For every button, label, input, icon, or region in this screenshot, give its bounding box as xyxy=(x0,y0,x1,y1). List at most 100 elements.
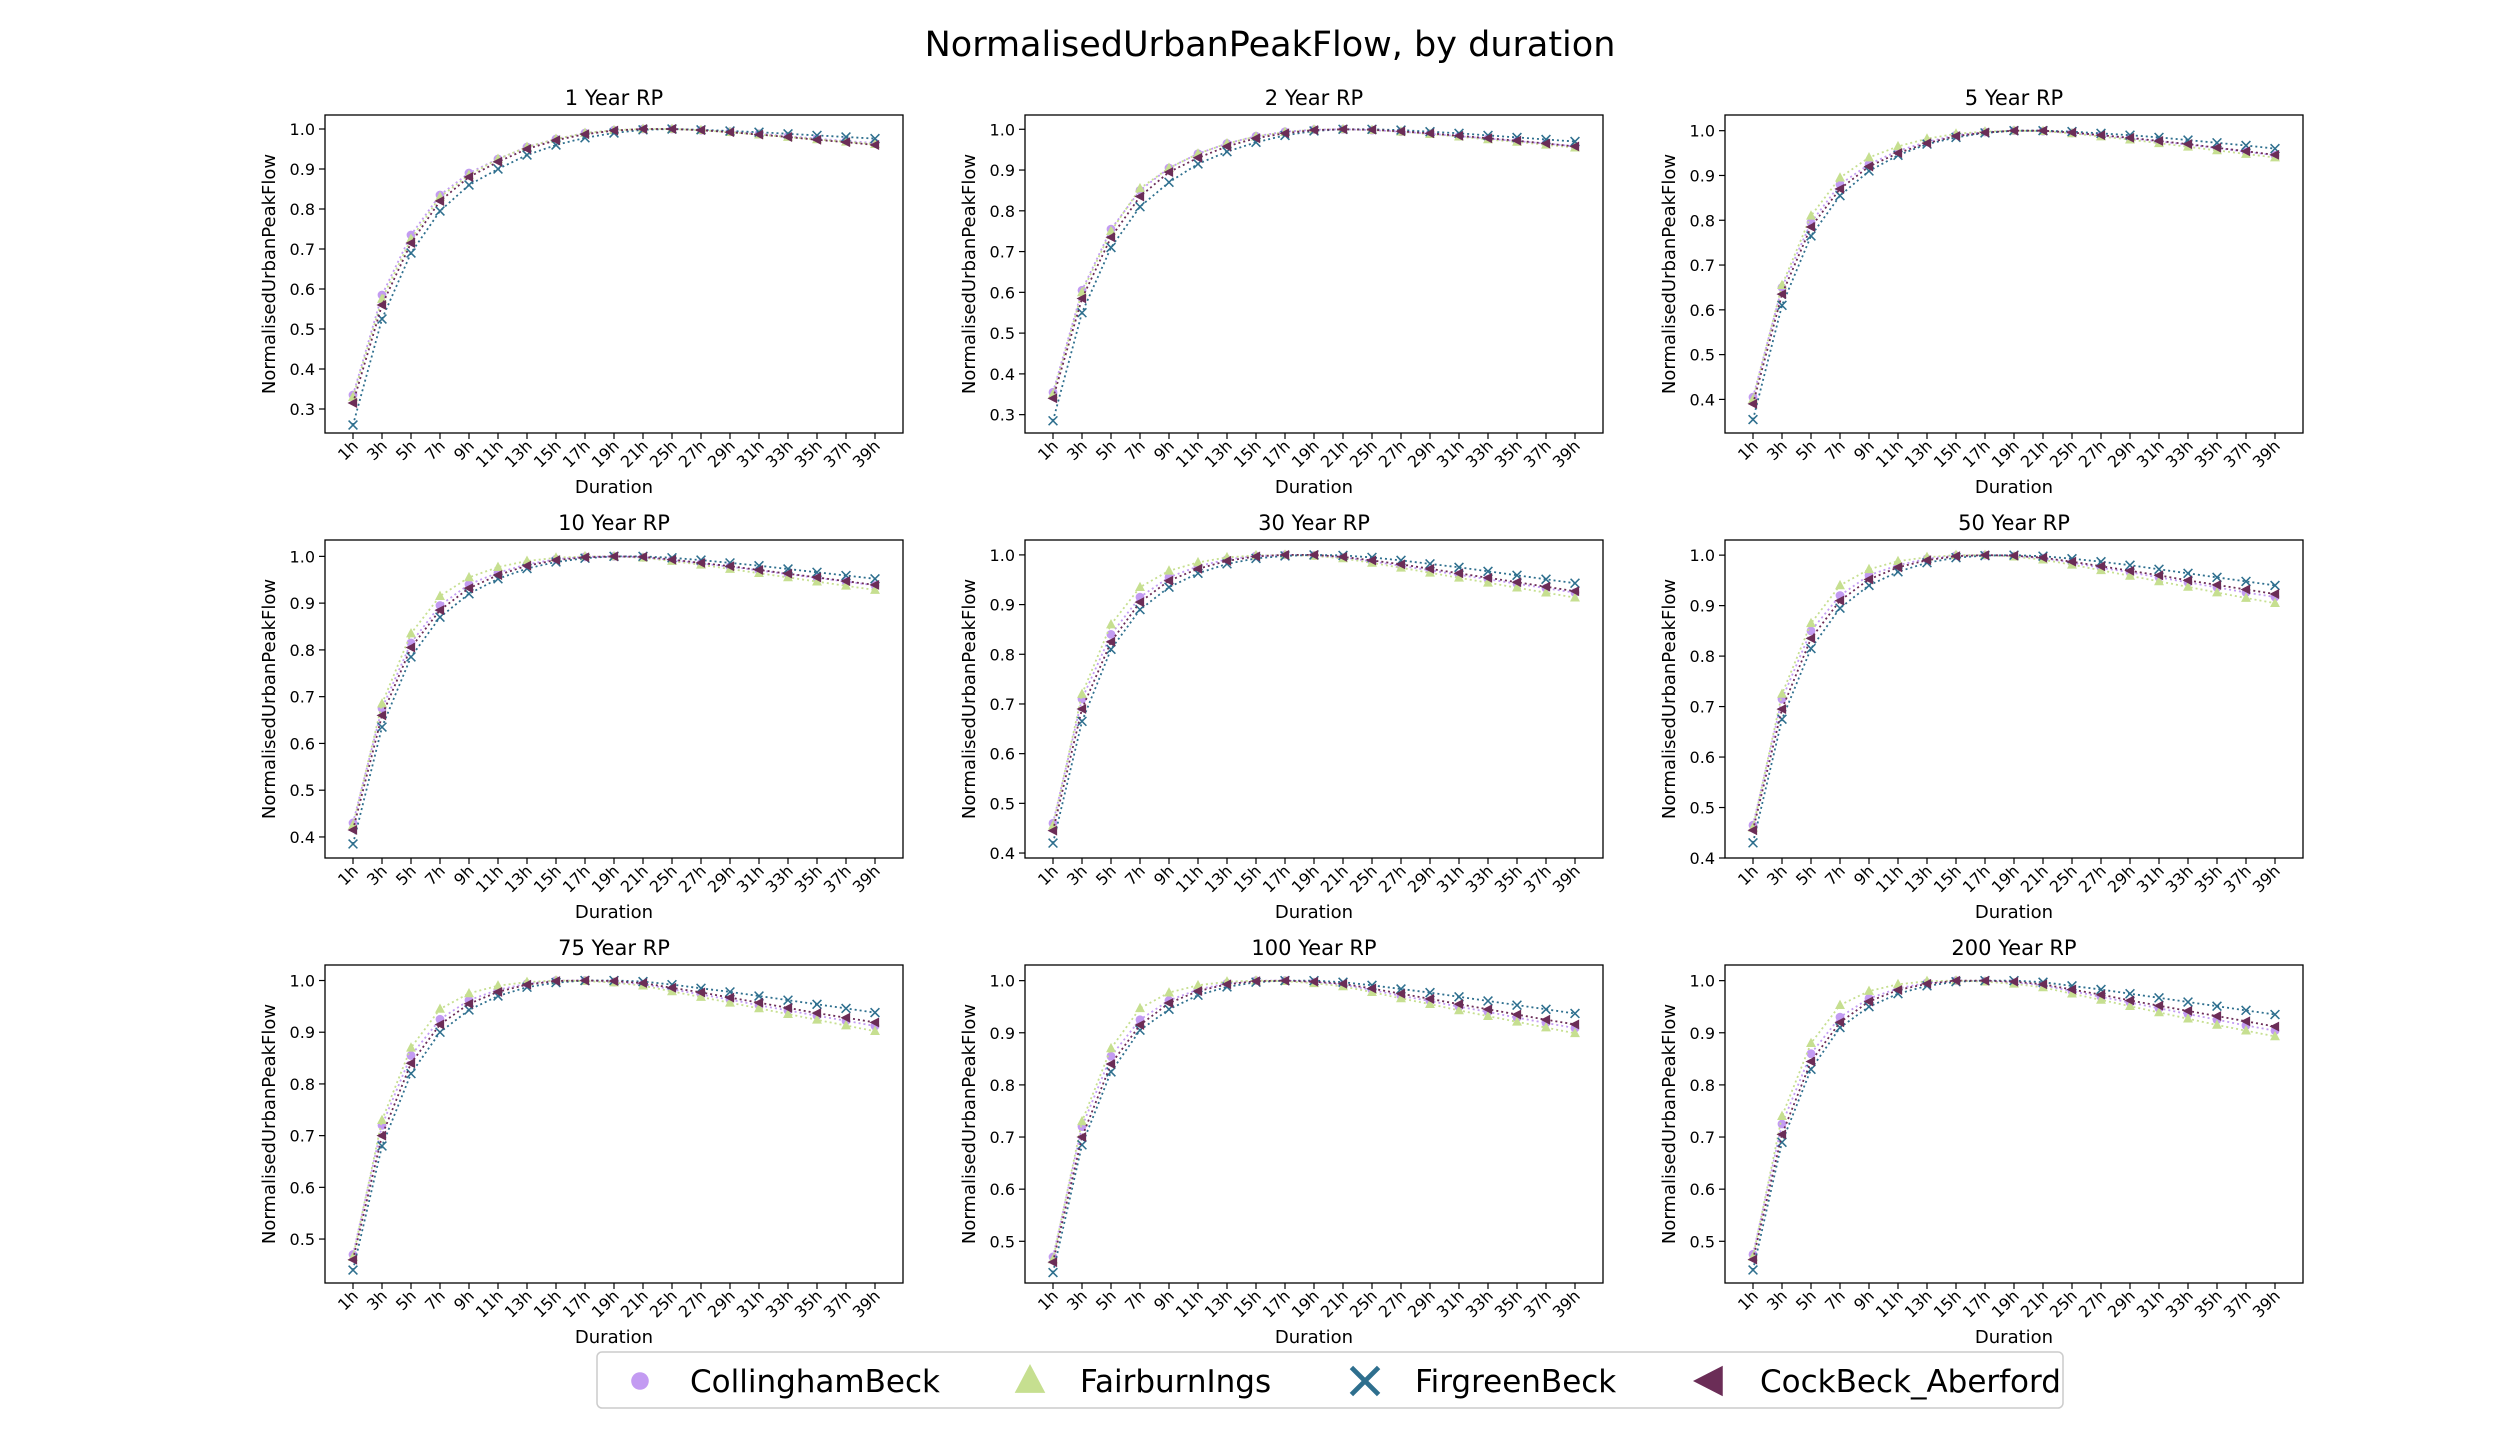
data-point xyxy=(1806,230,1816,241)
data-point xyxy=(1921,978,1932,989)
data-point xyxy=(1193,556,1203,567)
x-tick-label: 19h xyxy=(1988,861,2023,896)
series-line xyxy=(1052,554,1576,831)
data-point xyxy=(521,560,532,571)
x-tick-label: 35h xyxy=(791,436,826,471)
x-tick-label: 31h xyxy=(733,436,768,471)
x-tick-label: 17h xyxy=(1259,861,1294,896)
x-tick-label: 25h xyxy=(2046,1286,2081,1321)
data-point xyxy=(1806,643,1816,654)
series-line xyxy=(352,555,876,845)
data-point xyxy=(2095,561,2106,572)
x-tick-label: 5h xyxy=(1092,861,1120,889)
data-point xyxy=(2037,979,2048,990)
data-point xyxy=(1454,1004,1464,1015)
data-point xyxy=(1308,976,1319,987)
y-tick-label: 0.7 xyxy=(1690,1128,1715,1147)
data-point xyxy=(377,698,387,708)
y-tick-label: 0.7 xyxy=(990,243,1015,262)
data-point xyxy=(2124,995,2135,1006)
data-point xyxy=(2182,1005,2193,1016)
data-point xyxy=(782,568,793,579)
data-point xyxy=(1106,1042,1116,1053)
data-point xyxy=(1134,597,1145,608)
data-point xyxy=(1893,555,1903,566)
data-point xyxy=(2037,125,2048,136)
data-point xyxy=(753,129,764,140)
series-line xyxy=(352,555,876,824)
x-tick-label: 3h xyxy=(1063,436,1091,464)
x-tick-label: 17h xyxy=(1959,861,1994,896)
data-point xyxy=(1921,555,1932,566)
data-point xyxy=(521,144,532,154)
data-point xyxy=(1135,604,1145,615)
data-point xyxy=(1425,998,1435,1008)
data-point xyxy=(2211,142,2222,153)
data-point xyxy=(1221,141,1232,152)
series-line xyxy=(1752,979,2276,1271)
data-point xyxy=(1570,592,1580,602)
y-tick-label: 1.0 xyxy=(1690,972,1715,991)
data-point xyxy=(1864,152,1874,162)
data-point xyxy=(2153,1000,2164,1011)
x-tick-label: 1h xyxy=(334,1286,362,1314)
y-axis-label: NormalisedUrbanPeakFlow xyxy=(959,1004,980,1244)
data-point xyxy=(463,583,474,594)
data-point xyxy=(841,1003,851,1014)
data-point xyxy=(348,391,358,401)
subplot-title: 30 Year RP xyxy=(1258,511,1370,535)
data-point xyxy=(493,980,503,990)
x-tick-label: 39h xyxy=(2249,861,2284,896)
data-point xyxy=(2241,1005,2251,1016)
x-tick-label: 13h xyxy=(1201,1286,1236,1321)
x-tick-label: 13h xyxy=(1201,861,1236,896)
subplot-4: 10 Year RP0.40.50.60.70.80.91.01h 3h 5h 7h 9… xyxy=(259,511,904,923)
x-tick-label: 21h xyxy=(617,436,652,471)
x-tick-label: 39h xyxy=(1549,861,1584,896)
x-tick-label: 31h xyxy=(733,1286,768,1321)
data-point xyxy=(1921,138,1932,149)
x-tick-label: 3h xyxy=(1763,1286,1791,1314)
data-point xyxy=(2240,1016,2251,1027)
y-tick-label: 0.6 xyxy=(1690,301,1715,320)
data-point xyxy=(1077,307,1087,318)
data-point xyxy=(1979,550,1990,561)
data-point xyxy=(1279,549,1290,560)
subplot-title: 5 Year RP xyxy=(1965,86,2063,110)
series-line xyxy=(352,979,876,1271)
data-point xyxy=(1511,577,1522,588)
x-tick-label: 35h xyxy=(2191,436,2226,471)
data-point xyxy=(812,999,822,1010)
data-point xyxy=(1511,1009,1522,1020)
y-tick-label: 0.8 xyxy=(290,1075,315,1094)
data-point xyxy=(2212,1019,2222,1029)
x-tick-label: 25h xyxy=(646,1286,681,1321)
data-point xyxy=(1864,563,1874,574)
x-tick-label: 29h xyxy=(1404,1286,1439,1321)
x-tick-label: 39h xyxy=(2249,1286,2284,1321)
y-tick-label: 1.0 xyxy=(290,547,315,566)
data-point xyxy=(2037,552,2048,563)
y-tick-label: 0.5 xyxy=(990,1232,1015,1251)
x-tick-label: 13h xyxy=(501,1286,536,1321)
y-tick-label: 0.5 xyxy=(1690,346,1715,365)
x-tick-label: 25h xyxy=(2046,861,2081,896)
data-point xyxy=(1424,128,1435,139)
data-point xyxy=(464,180,474,190)
data-point xyxy=(2124,132,2135,143)
x-tick-label: 19h xyxy=(1988,1286,2023,1321)
data-point xyxy=(1047,393,1058,404)
data-point xyxy=(1454,572,1464,582)
data-point xyxy=(811,134,822,145)
data-point xyxy=(405,1058,416,1069)
x-tick-label: 1h xyxy=(334,436,362,464)
data-point xyxy=(1193,979,1203,990)
x-tick-label: 11h xyxy=(472,1286,507,1321)
data-point xyxy=(1164,987,1174,997)
y-axis-label: NormalisedUrbanPeakFlow xyxy=(1659,154,1680,394)
data-point xyxy=(1192,152,1203,163)
y-tick-label: 0.4 xyxy=(990,365,1015,384)
data-point xyxy=(1105,636,1116,647)
data-point xyxy=(2124,565,2135,576)
data-point xyxy=(348,839,358,849)
